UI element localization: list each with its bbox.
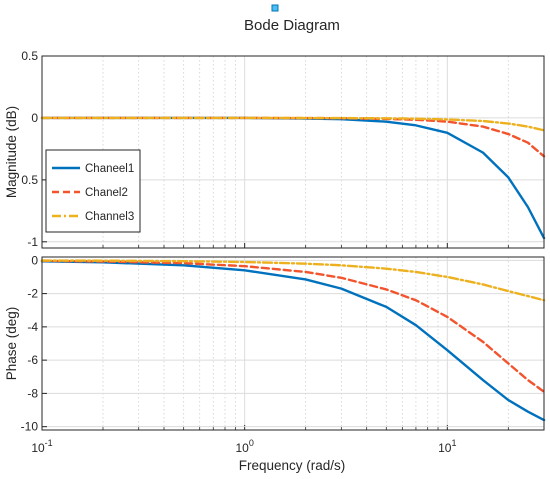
y-tick-label: 0 xyxy=(31,253,38,267)
y-tick-label: -2 xyxy=(27,287,38,301)
y-tick-label: -1 xyxy=(27,235,38,249)
y-tick-label: -6 xyxy=(27,353,38,367)
series-line-2 xyxy=(40,116,546,158)
chart-title: Bode Diagram xyxy=(244,17,340,34)
x-tick-label: 100 xyxy=(235,438,253,455)
x-tick-label: 101 xyxy=(438,438,456,455)
plot-area xyxy=(42,257,544,430)
x-tick-label: 10-1 xyxy=(31,438,52,455)
y-tick-label: -10 xyxy=(21,420,39,434)
legend-entry-1: Chaneel1 xyxy=(85,163,134,175)
y-tick-label: 0 xyxy=(31,111,38,125)
legend-entry-3: Channel3 xyxy=(85,211,134,223)
series-line-3 xyxy=(40,116,546,132)
legend: Chaneel1 Chanel2 Channel3 xyxy=(45,149,141,233)
panel-2: 0 -2 -4 -6 -8 -10 Phase (deg) xyxy=(4,253,546,434)
y-tick-label: 0.5 xyxy=(21,173,38,187)
series-line-3 xyxy=(40,259,546,302)
series-line-2 xyxy=(40,259,546,393)
y-tick-label: -8 xyxy=(27,386,38,400)
y-axis-label: Magnitude (dB) xyxy=(4,106,19,198)
axes-box xyxy=(41,256,545,431)
legend-entry-2: Chanel2 xyxy=(85,187,128,199)
axes-box xyxy=(41,55,545,249)
y-axis-label: Phase (deg) xyxy=(4,307,19,381)
series-line-1 xyxy=(40,260,546,422)
selection-marker[interactable] xyxy=(271,4,279,12)
y-tick-label: 0.5 xyxy=(21,49,38,63)
x-axis-label: Frequency (rad/s) xyxy=(239,458,346,473)
legend-box xyxy=(45,149,141,233)
x-tick-labels: 10-1 100 101 xyxy=(31,438,456,455)
y-tick-label: -4 xyxy=(27,320,38,334)
